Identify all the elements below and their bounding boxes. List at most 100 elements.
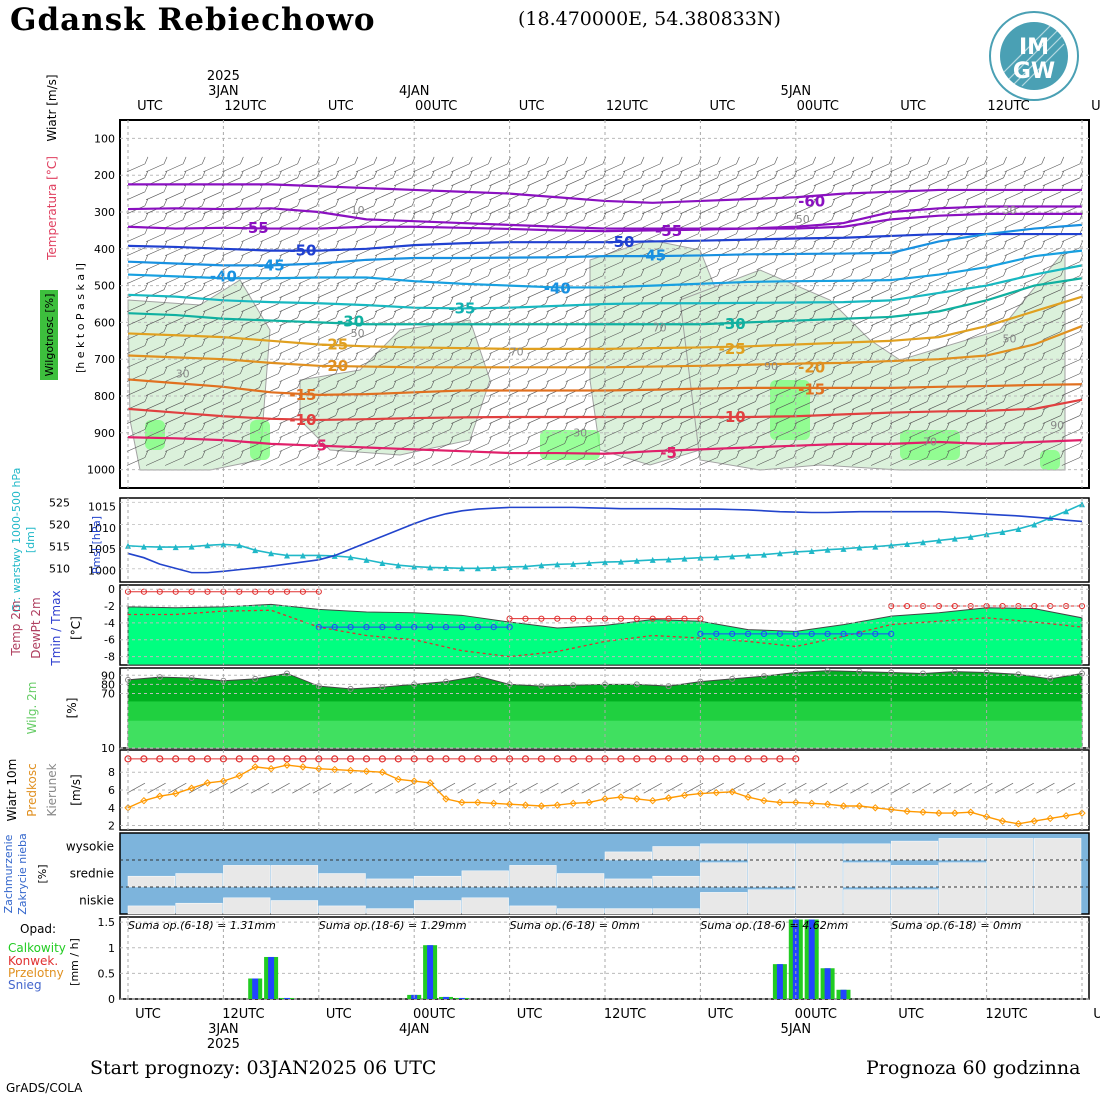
- wind-barb: [813, 261, 832, 271]
- wind-barb: [1023, 429, 1042, 438]
- wind-barb: [470, 261, 489, 271]
- wind-barb: [661, 275, 680, 284]
- wind-barb-flag: [850, 268, 855, 276]
- wind-barb: [279, 303, 298, 312]
- wind-barb-flag: [621, 310, 626, 318]
- wind-barb-flag: [755, 310, 759, 318]
- wind-barb-flag: [1003, 170, 1007, 178]
- gph-marker: [904, 540, 911, 547]
- wind-barb-flag: [488, 324, 492, 332]
- gph-marker: [125, 542, 131, 549]
- wind-barb-flag: [907, 268, 912, 276]
- wind-barb: [584, 163, 603, 173]
- wind-barb-flag: [926, 282, 931, 290]
- wind-barb: [718, 163, 737, 173]
- wind-barb-flag: [469, 324, 473, 332]
- wind-barb-flag: [373, 282, 378, 290]
- rh-contour-label: 70: [923, 436, 937, 449]
- wind-barb-flag: [602, 310, 607, 318]
- wind-barb: [164, 219, 184, 229]
- gph-marker: [824, 546, 831, 553]
- wind-barb-flag: [411, 338, 416, 346]
- wind-barb: [603, 443, 623, 452]
- isotherm-label: -10: [289, 411, 316, 429]
- gph-marker: [140, 543, 147, 550]
- wind-barb-flag: [449, 394, 454, 402]
- wind-barb: [413, 373, 432, 382]
- wind-barb: [260, 205, 279, 215]
- gph-marker: [427, 564, 434, 571]
- cloud-cover-niskie: [413, 900, 462, 915]
- wind-barb-flag: [583, 170, 588, 178]
- humidity-marker: [856, 668, 863, 675]
- wind-barb-flag: [373, 240, 378, 248]
- wind-barb-flag: [659, 156, 664, 164]
- wind-barb: [527, 177, 546, 187]
- wind-barb: [1061, 289, 1080, 298]
- gph-marker: [888, 542, 895, 549]
- wind-barb-flag: [354, 394, 359, 402]
- wind-barb-flag: [831, 352, 836, 360]
- wind-barb-flag: [392, 352, 397, 360]
- wind-barb: [947, 317, 966, 326]
- humidity-label: Wilgotnosc [%]: [43, 294, 56, 377]
- wind-barb: [890, 429, 909, 438]
- wind-barb: [298, 289, 317, 298]
- wind-barb-flag: [335, 310, 340, 318]
- wind-barb: [1023, 457, 1042, 466]
- wind-barb: [737, 303, 756, 312]
- wind-barb: [393, 443, 413, 452]
- rh-contour-label: 10: [351, 204, 365, 217]
- wind-barb-flag: [1003, 352, 1007, 360]
- wind-barb-flag: [1041, 296, 1045, 304]
- wind-barb: [489, 261, 508, 271]
- wind-barb-flag: [888, 422, 893, 430]
- wind-barb: [470, 247, 489, 257]
- wind-barb: [966, 429, 985, 438]
- wind-barb-flag: [373, 324, 378, 332]
- wind-barb-flag: [1060, 282, 1065, 290]
- wind-barb-flag: [831, 450, 836, 458]
- wind-barb-flag: [240, 156, 244, 164]
- wind-barb: [603, 303, 623, 312]
- wind-barb-flag: [373, 156, 378, 164]
- wind-barb: [432, 429, 451, 438]
- wind-barb: [470, 331, 489, 340]
- wind-barb-flag: [545, 310, 549, 318]
- wind-barb: [832, 289, 852, 298]
- wind-barb: [851, 429, 871, 438]
- wind-barb-flag: [392, 296, 397, 304]
- wind-barb: [909, 191, 928, 201]
- tminmax-marker: [888, 630, 895, 637]
- wind-barb: [260, 345, 279, 354]
- humidity-tick: 10: [101, 742, 115, 755]
- rh-contour-label: 90: [764, 360, 778, 373]
- wind-barb: [432, 163, 451, 173]
- wind-barb-10m: [147, 782, 166, 794]
- cloud-cover-srednie: [700, 862, 748, 888]
- wind-barb: [374, 233, 394, 243]
- wind-barb-flag: [354, 310, 359, 318]
- wind-barb: [279, 289, 298, 298]
- wind-barb-flag: [564, 380, 568, 388]
- wind-barb-flag: [316, 422, 320, 430]
- tminmax-marker: [331, 624, 338, 631]
- isotherm--5: [127, 436, 1083, 455]
- top-time-label: UTC: [710, 99, 736, 114]
- top-time-label: 00UTC: [415, 99, 457, 114]
- wind-barb-flag: [297, 352, 301, 360]
- rh-contour-label: 90: [1050, 419, 1064, 432]
- tminmax-marker: [474, 624, 481, 631]
- wind-barb-flag: [812, 170, 817, 178]
- wind-barb-flag: [1022, 170, 1026, 178]
- wind-barb-flag: [621, 422, 626, 430]
- wind-barb: [699, 177, 718, 187]
- wind-barb: [718, 331, 737, 340]
- wind-barb-flag: [507, 352, 511, 360]
- wind-barb-flag: [1022, 296, 1026, 304]
- wind-barb-flag: [469, 212, 473, 220]
- tminmax-marker: [188, 588, 195, 595]
- wind-barb: [145, 191, 165, 201]
- wind-barb: [622, 443, 642, 452]
